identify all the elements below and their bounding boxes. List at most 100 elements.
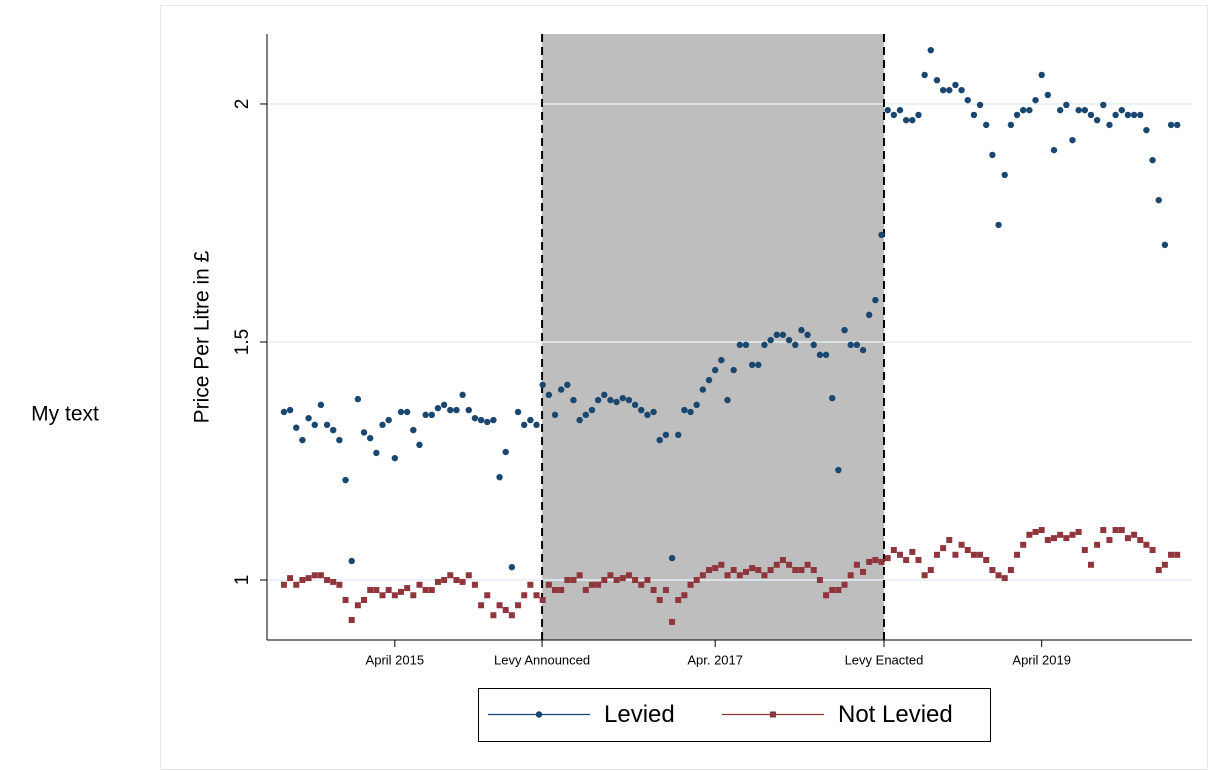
point — [527, 581, 534, 588]
point — [490, 416, 497, 424]
shaded-region — [542, 34, 884, 640]
point — [903, 557, 910, 564]
point — [847, 572, 854, 579]
point — [958, 541, 965, 548]
point — [705, 376, 713, 384]
point — [342, 476, 349, 484]
point — [952, 551, 959, 558]
point — [1168, 551, 1175, 558]
point — [933, 551, 940, 558]
point — [410, 592, 417, 599]
point — [859, 346, 867, 354]
point — [317, 401, 325, 409]
point — [336, 436, 343, 444]
point — [669, 618, 676, 625]
point — [773, 331, 780, 339]
point — [1161, 561, 1168, 568]
point — [280, 408, 288, 416]
point — [816, 577, 823, 584]
point — [964, 96, 971, 104]
point — [693, 401, 700, 409]
point — [896, 551, 903, 558]
point — [1112, 111, 1119, 119]
point — [835, 466, 842, 474]
point — [348, 557, 355, 565]
point — [711, 366, 719, 374]
point — [1143, 126, 1150, 134]
point — [878, 558, 885, 565]
point — [724, 396, 731, 404]
point — [361, 597, 368, 604]
point — [447, 406, 454, 414]
point — [527, 416, 534, 424]
point — [1026, 531, 1033, 538]
legend-marker — [535, 711, 543, 718]
point — [286, 406, 294, 414]
point — [434, 404, 442, 412]
point — [1020, 106, 1027, 114]
point — [1014, 551, 1021, 558]
point — [1100, 527, 1107, 534]
point — [366, 434, 374, 442]
point — [792, 341, 799, 349]
point — [1063, 535, 1070, 542]
point — [373, 449, 380, 457]
point — [588, 406, 596, 414]
legend-marker — [770, 711, 776, 718]
point — [749, 565, 756, 572]
x-tick-label: Levy Enacted — [845, 652, 924, 667]
point — [471, 581, 478, 588]
point — [829, 587, 836, 594]
x-tick-label: Apr. 2017 — [687, 652, 743, 667]
point — [847, 341, 854, 349]
point — [779, 557, 786, 564]
point — [1093, 116, 1101, 124]
point — [570, 396, 577, 404]
point — [970, 111, 978, 119]
point — [755, 361, 762, 369]
point — [287, 575, 294, 582]
point — [323, 421, 331, 429]
point — [570, 577, 577, 584]
point — [588, 581, 595, 588]
point — [299, 577, 306, 584]
point — [1149, 547, 1156, 554]
point — [1174, 551, 1181, 558]
point — [1020, 541, 1027, 548]
point — [767, 336, 774, 344]
point — [748, 361, 756, 369]
point — [1167, 121, 1175, 129]
point — [533, 592, 540, 599]
point — [995, 572, 1002, 579]
point — [662, 431, 670, 439]
point — [730, 366, 737, 374]
point — [1063, 101, 1070, 109]
point — [952, 81, 959, 89]
point — [810, 567, 817, 574]
point — [502, 607, 509, 614]
point — [330, 578, 337, 585]
point — [447, 572, 454, 579]
point — [305, 575, 312, 582]
point — [724, 572, 731, 579]
point — [373, 587, 380, 594]
legend-label: Not Levied — [838, 701, 953, 728]
point — [1131, 531, 1138, 538]
point — [625, 396, 633, 404]
point — [1057, 531, 1064, 538]
point — [397, 408, 405, 416]
point — [453, 406, 460, 414]
point — [878, 231, 885, 239]
point — [391, 454, 399, 462]
point — [1038, 527, 1045, 534]
point — [391, 592, 398, 599]
point — [440, 401, 448, 409]
point — [1051, 535, 1058, 542]
point — [927, 567, 934, 574]
point — [619, 394, 626, 402]
point — [915, 557, 922, 564]
point — [613, 577, 620, 584]
point — [360, 429, 368, 436]
point — [564, 381, 571, 389]
